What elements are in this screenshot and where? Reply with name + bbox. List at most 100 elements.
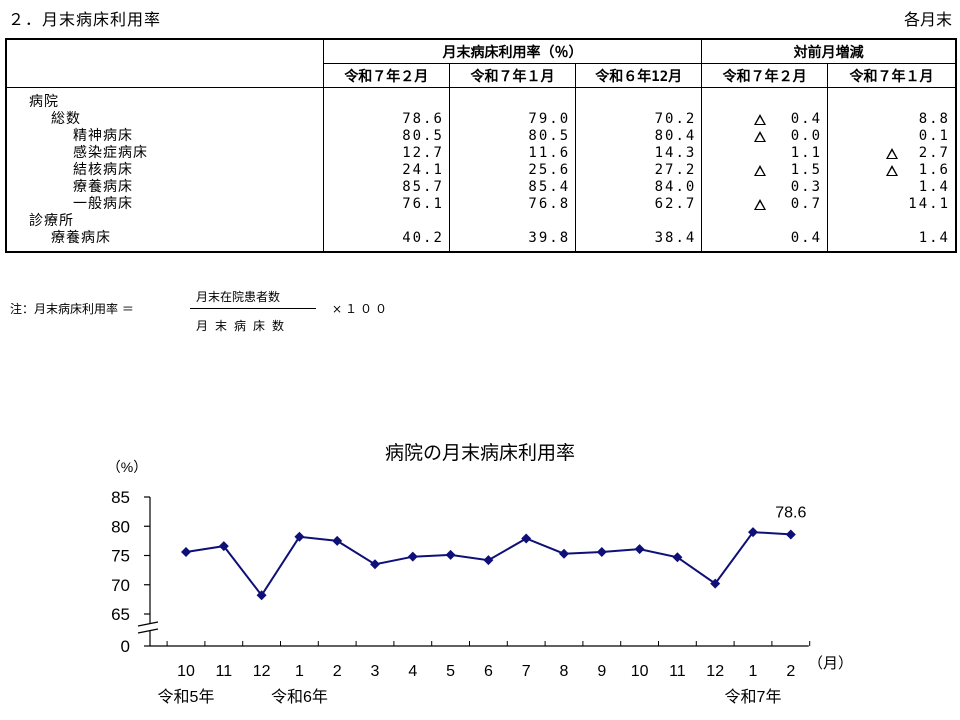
rate-cell: 76.1 xyxy=(322,196,450,213)
table-row: 精神病床 80.5 80.5 80.4 0.0 0.1 xyxy=(5,128,957,145)
column-header: 令和７年２月 xyxy=(322,63,450,88)
decrease-triangle-icon xyxy=(754,114,767,125)
bed-utilization-table: 月末病床利用率（％） 対前月増減 令和７年２月 令和７年１月 令和６年12月 令… xyxy=(5,38,957,253)
x-tick-label: 11 xyxy=(215,663,232,680)
data-point xyxy=(332,535,343,546)
chart-title: 病院の月末病床利用率 xyxy=(385,442,575,464)
cell-value: 0.4 xyxy=(790,111,823,127)
table-row: 一般病床 76.1 76.8 62.7 0.7 14.1 xyxy=(5,196,957,213)
data-point xyxy=(785,529,796,540)
rate-cell: 78.6 xyxy=(322,111,450,128)
cell-value: 85.7 xyxy=(402,179,444,195)
rate-cell: 25.6 xyxy=(448,162,577,179)
table-row: 診療所 xyxy=(5,213,957,230)
note-prefix: 注：月末病床利用率 ＝ xyxy=(10,302,134,316)
cell-value: 27.2 xyxy=(654,162,697,178)
rate-cell: 38.4 xyxy=(575,230,703,253)
fraction-line xyxy=(190,308,316,309)
cell-value: 85.4 xyxy=(528,179,571,195)
section-title: ２．月末病床利用率 xyxy=(8,10,162,29)
rate-cell xyxy=(575,213,703,230)
data-point xyxy=(710,578,721,589)
cell-value: 12.7 xyxy=(402,145,444,161)
data-point xyxy=(294,531,305,542)
data-point xyxy=(218,541,229,552)
diff-cell xyxy=(827,87,957,111)
rate-cell: 85.7 xyxy=(322,179,450,196)
axis-break-mark xyxy=(137,621,159,627)
x-axis-label: （月） xyxy=(808,655,853,672)
rate-cell: 80.5 xyxy=(322,128,450,145)
y-tick-label: 0 xyxy=(121,637,130,656)
x-tick-label: 1 xyxy=(749,663,758,680)
diff-cell: 1.4 xyxy=(827,230,957,253)
last-value-label: 78.6 xyxy=(775,504,806,521)
cell-value: 38.4 xyxy=(654,230,697,246)
formula-denominator: 月末病床数 xyxy=(196,319,292,333)
data-point xyxy=(445,549,456,560)
x-tick-label: 9 xyxy=(597,663,606,680)
cell-value: 2.7 xyxy=(918,145,950,161)
data-point xyxy=(559,548,569,559)
cell-value: 1.6 xyxy=(918,162,950,178)
y-tick-label: 85 xyxy=(111,488,130,507)
cell-value: 1.1 xyxy=(790,145,823,161)
formula-multiplier: ×１００ xyxy=(332,302,391,316)
decrease-triangle-icon xyxy=(886,165,899,176)
cell-value: 25.6 xyxy=(528,162,571,178)
cell-value: 70.2 xyxy=(654,111,697,127)
cell-value: 78.6 xyxy=(402,111,444,127)
y-tick-label: 80 xyxy=(111,517,130,536)
rate-cell xyxy=(575,87,703,111)
formula-numerator: 月末在院患者数 xyxy=(196,290,281,304)
rate-cell: 84.0 xyxy=(575,179,703,196)
table-row: 感染症病床 12.7 11.6 14.3 1.1 2.7 xyxy=(5,145,957,162)
cell-value: 62.7 xyxy=(654,196,697,212)
data-point xyxy=(483,555,494,566)
table-row: 総数 78.6 79.0 70.2 0.4 8.8 xyxy=(5,111,957,128)
data-point xyxy=(596,546,607,557)
y-tick-label: 75 xyxy=(111,547,130,566)
data-point xyxy=(370,559,380,570)
diff-cell: 8.8 xyxy=(827,111,957,128)
table-row: 病院 xyxy=(5,87,957,111)
cell-value: 0.7 xyxy=(790,196,823,212)
cell-value: 1.4 xyxy=(918,230,950,246)
x-tick-label: 10 xyxy=(631,663,649,680)
rate-cell: 80.5 xyxy=(448,128,577,145)
row-label: 総数 xyxy=(5,111,324,128)
column-header: 令和７年２月 xyxy=(701,63,829,88)
era-label: 令和6年 xyxy=(271,688,328,706)
row-label: 療養病床 xyxy=(5,230,324,253)
cell-value: 11.6 xyxy=(528,145,571,161)
x-tick-label: 6 xyxy=(484,663,493,680)
rate-cell: 24.1 xyxy=(322,162,450,179)
decrease-triangle-icon xyxy=(754,199,767,210)
column-header: 令和６年12月 xyxy=(575,63,703,88)
cell-value: 39.8 xyxy=(528,230,571,246)
era-label: 令和5年 xyxy=(158,688,215,706)
row-label: 療養病床 xyxy=(5,179,324,196)
data-point xyxy=(521,533,532,544)
cell-value: 0.3 xyxy=(790,179,823,195)
decrease-triangle-icon xyxy=(754,131,767,142)
cell-value: 0.0 xyxy=(790,128,823,144)
cell-value: 79.0 xyxy=(528,111,571,127)
x-tick-label: 8 xyxy=(560,663,569,680)
diff-cell: 1.4 xyxy=(827,179,957,196)
diff-cell: 2.7 xyxy=(827,145,957,162)
data-point xyxy=(407,551,418,562)
cell-value: 76.8 xyxy=(528,196,571,212)
data-point xyxy=(748,527,758,538)
cell-value: 80.5 xyxy=(402,128,444,144)
row-label: 感染症病床 xyxy=(5,145,324,162)
rate-cell: 76.8 xyxy=(448,196,577,213)
x-tick-label: 11 xyxy=(669,663,686,680)
cell-value: 1.4 xyxy=(918,179,950,195)
y-tick-label: 65 xyxy=(111,605,130,624)
axis-break-mark xyxy=(137,628,159,634)
table-row: 結核病床 24.1 25.6 27.2 1.5 1.6 xyxy=(5,162,957,179)
rate-cell: 12.7 xyxy=(322,145,450,162)
rate-cell: 40.2 xyxy=(322,230,450,253)
